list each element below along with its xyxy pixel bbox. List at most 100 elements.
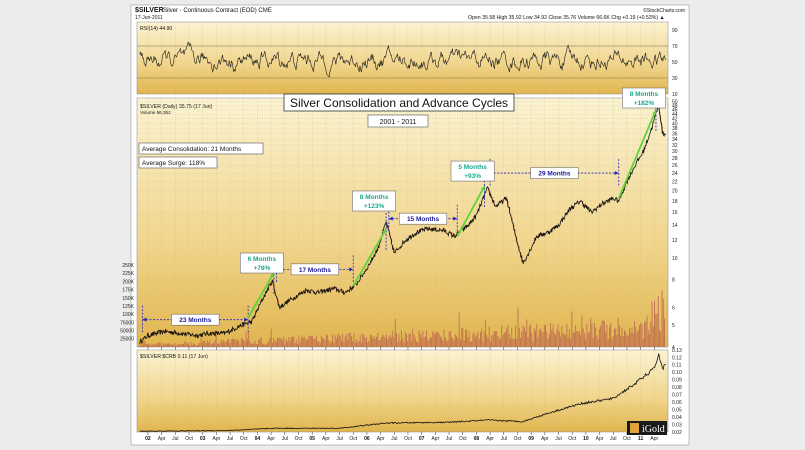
month-tick-label: 11 — [638, 436, 644, 442]
surge-label-text: 5 Months — [458, 164, 487, 171]
price-tick-label: 22 — [672, 179, 678, 185]
price-tick-label: 26 — [672, 163, 678, 169]
month-tick-label: Jul — [227, 436, 233, 442]
surge-arrow-head — [480, 186, 485, 192]
surge-arrow — [247, 272, 275, 319]
month-tick-label: Jul — [172, 436, 178, 442]
ratio-series — [139, 353, 666, 433]
arrow-head — [453, 216, 458, 221]
month-tick-label: 07 — [419, 436, 425, 442]
price-tick-label: 28 — [672, 156, 678, 162]
consolidation-label-text: 15 Months — [407, 216, 440, 223]
consolidation-label-box — [398, 212, 448, 225]
price-tick-label: 4 — [672, 345, 675, 351]
month-tick-label: Apr — [212, 436, 220, 442]
consolidation-label-box — [290, 263, 339, 276]
month-tick-label: 05 — [309, 436, 315, 442]
price-tick-label: 48 — [672, 104, 678, 110]
arrow-head — [388, 216, 393, 221]
rsi-tick-label: 30 — [672, 76, 678, 82]
month-tick-label: Jul — [501, 436, 507, 442]
ratio-tick-label: 0.07 — [672, 393, 682, 399]
rsi-tick-label: 70 — [672, 44, 678, 50]
price-tick-label: 32 — [672, 143, 678, 149]
month-tick-label: Oct — [568, 436, 576, 442]
surge-label-text: +78% — [253, 265, 270, 272]
volume-tick-label: 250K — [122, 263, 134, 269]
month-tick-label: Apr — [541, 436, 549, 442]
igold-logo-text: iGold — [642, 424, 665, 435]
price-tick-label: 50 — [672, 100, 678, 106]
surge-arrow — [456, 185, 486, 237]
month-tick-label: Apr — [158, 436, 166, 442]
month-tick-label: Apr — [486, 436, 494, 442]
price-tick-label: 16 — [672, 210, 678, 216]
surge-summary: Average Surge: 118% — [142, 160, 205, 167]
consolidation-label-text: 23 Months — [179, 317, 212, 324]
ratio-tick-label: 0.08 — [672, 385, 682, 391]
chart-title: Silver Consolidation and Advance Cycles — [290, 96, 508, 110]
chart-subtitle: 2001 - 2011 — [380, 119, 417, 126]
ratio-tick-label: 0.06 — [672, 400, 682, 406]
source-label: ©StockCharts.com — [643, 7, 685, 14]
month-tick-label: Oct — [514, 436, 522, 442]
surge-label-text: 8 Months — [360, 194, 389, 201]
surge-summary-box — [138, 156, 218, 169]
month-tick-label: Jul — [336, 436, 342, 442]
volume-tick-label: 200K — [122, 279, 134, 285]
surge-label-text: +123% — [364, 203, 385, 210]
price-label: $SILVER (Daily) 35.75 (17 Jun) — [140, 104, 213, 110]
consolidation-label-box — [530, 167, 579, 179]
ratio-line — [139, 353, 666, 433]
ratio-tick-label: 0.03 — [672, 422, 682, 428]
month-tick-label: Oct — [295, 436, 303, 442]
surge-arrow-head — [269, 272, 274, 278]
volume-bars — [139, 290, 666, 347]
month-tick-label: 10 — [583, 436, 589, 442]
arrow-head — [349, 267, 354, 272]
price-tick-label: 12 — [672, 238, 678, 244]
volume-tick-label: 225K — [122, 271, 134, 277]
month-tick-label: Apr — [431, 436, 439, 442]
price-tick-label: 5 — [672, 323, 675, 329]
volume-label: Volume 56,352 — [140, 110, 171, 115]
ratio-tick-label: 0.10 — [672, 370, 682, 376]
rsi-label: RSI(14) 44.90 — [140, 26, 172, 32]
month-tick-label: 09 — [528, 436, 534, 442]
month-tick-label: Oct — [349, 436, 357, 442]
cycle-annotations: 23 Months 17 Months 15 Months 29 Months 6 Mo… — [142, 87, 666, 334]
month-tick-label: Oct — [185, 436, 193, 442]
month-tick-label: Oct — [240, 436, 248, 442]
ratio-label: $SILVER:$CRB 0.11 (17 Jun) — [140, 354, 208, 360]
rsi-panel — [136, 21, 669, 95]
surge-label-text: +93% — [464, 173, 481, 180]
price-tick-label: 18 — [672, 199, 678, 205]
surge-label-text: +182% — [634, 100, 655, 107]
ratio-tick-label: 0.02 — [672, 430, 682, 436]
month-tick-label: Apr — [377, 436, 385, 442]
month-tick-label: 03 — [200, 436, 206, 442]
price-series — [139, 103, 667, 345]
rsi-tick-label: 90 — [672, 28, 678, 34]
consolidation-summary: Average Consolidation: 21 Months — [142, 146, 242, 153]
month-tick-label: 02 — [145, 436, 151, 442]
month-tick-label: 04 — [255, 436, 261, 442]
price-tick-label: 44 — [672, 112, 678, 118]
surge-arrow — [352, 228, 387, 287]
surge-label-box — [352, 190, 396, 212]
surge-label-box — [450, 160, 495, 182]
consolidation-label-box — [171, 313, 220, 326]
subtitle-box — [367, 114, 429, 128]
price-tick-label: 20 — [672, 189, 678, 195]
surge-label-text: 6 Months — [248, 256, 277, 263]
price-tick-label: 6 — [672, 305, 675, 311]
volume-tick-label: 175K — [122, 288, 134, 294]
surge-label-text: 8 Months — [630, 91, 659, 98]
volume-tick-label: 125K — [122, 304, 134, 310]
price-tick-label: 36 — [672, 131, 678, 137]
price-tick-label: 40 — [672, 121, 678, 127]
month-tick-label: Jul — [446, 436, 452, 442]
month-tick-label: Apr — [650, 436, 658, 442]
surge-arrow-head — [652, 109, 657, 115]
